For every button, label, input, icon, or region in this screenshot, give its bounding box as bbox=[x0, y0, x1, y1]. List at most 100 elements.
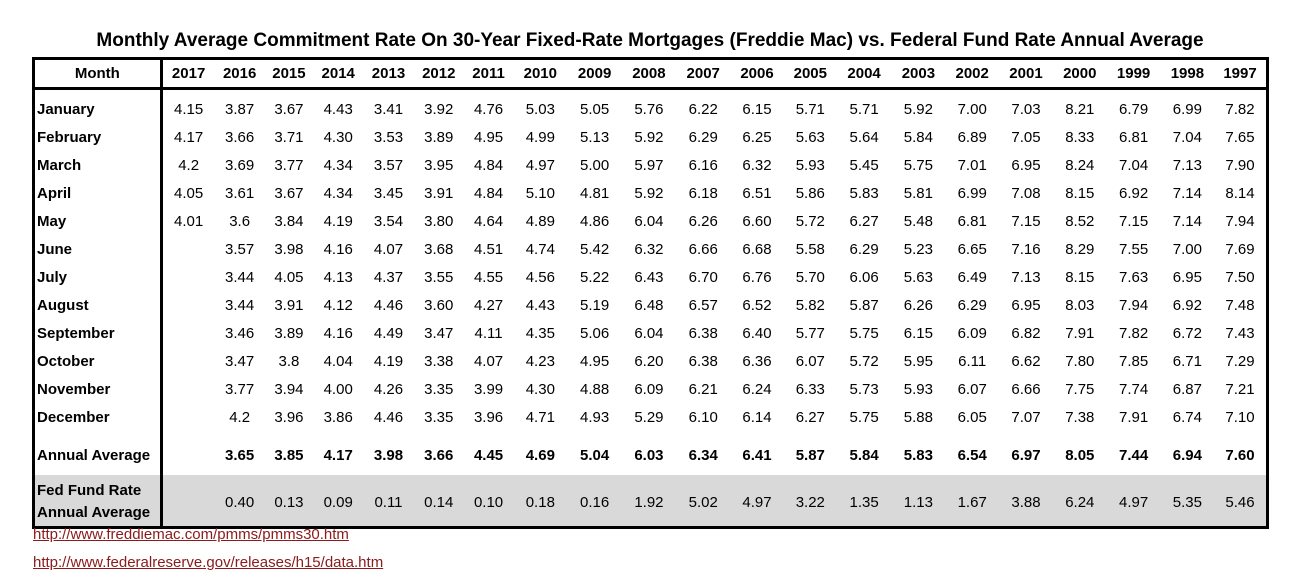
rate-cell: 4.84 bbox=[473, 156, 504, 174]
row-label-line: Fed Fund Rate bbox=[37, 482, 142, 499]
rate-cell: 4.07 bbox=[473, 352, 504, 370]
rate-cell: 0.09 bbox=[313, 475, 364, 528]
rate-cell: 6.15 bbox=[903, 324, 933, 342]
rate-cell: 4.34 bbox=[323, 184, 353, 202]
rate-cell: 3.61 bbox=[225, 184, 255, 202]
year-header: 2003 bbox=[891, 58, 946, 90]
rate-cell: 3.99 bbox=[473, 380, 504, 398]
rate-cell: 5.87 bbox=[795, 446, 825, 464]
rate-cell: 6.20 bbox=[634, 352, 664, 370]
rate-cell: 6.82 bbox=[1011, 324, 1041, 342]
month-row: September 3.46 3.89 4.16 4.49 3.47 4.11 4.35 5.0… bbox=[33, 319, 1268, 347]
month-row: February 4.17 3.66 3.71 4.30 3.53 3.89 4.95 4.99… bbox=[33, 123, 1268, 151]
rate-cell: 7.00 bbox=[957, 100, 987, 118]
year-header: 2007 bbox=[676, 58, 731, 90]
month-row: May 4.01 3.6 3.84 4.19 3.54 3.80 4.64 4.89 4.86 6.… bbox=[33, 207, 1268, 235]
rate-cell: 3.44 bbox=[225, 268, 255, 286]
rate-cell: 0.13 bbox=[264, 475, 314, 528]
rate-cell: 5.76 bbox=[634, 100, 664, 118]
rate-cell: 5.29 bbox=[634, 408, 664, 426]
rate-cell: 6.06 bbox=[849, 268, 879, 286]
year-header: 2011 bbox=[463, 58, 514, 90]
federalreserve-link[interactable]: http://www.federalreserve.gov/releases/h… bbox=[33, 554, 384, 571]
rate-cell: 3.80 bbox=[424, 212, 454, 230]
rate-cell: 3.45 bbox=[373, 184, 404, 202]
rate-cell: 6.81 bbox=[1118, 128, 1149, 146]
rate-cell: 4.04 bbox=[323, 352, 353, 370]
row-label: March bbox=[33, 151, 163, 179]
rate-cell: 7.13 bbox=[1172, 156, 1202, 174]
freddiemac-link[interactable]: http://www.freddiemac.com/pmms/pmms30.ht… bbox=[33, 526, 349, 543]
rate-cell: 5.35 bbox=[1160, 475, 1215, 528]
year-header: 2005 bbox=[783, 58, 837, 90]
rate-cell bbox=[161, 291, 214, 319]
rate-cell: 3.77 bbox=[274, 156, 304, 174]
rate-cell: 3.35 bbox=[424, 380, 454, 398]
rate-cell: 6.15 bbox=[742, 100, 772, 118]
rate-cell: 3.96 bbox=[274, 408, 304, 426]
rate-cell: 6.34 bbox=[688, 446, 718, 464]
rate-cell: 3.91 bbox=[424, 184, 454, 202]
rate-cell: 4.35 bbox=[525, 324, 555, 342]
rate-cell: 6.92 bbox=[1172, 296, 1202, 314]
rate-cell: 7.94 bbox=[1225, 212, 1255, 230]
rate-cell bbox=[161, 431, 214, 475]
rate-cell: 8.05 bbox=[1065, 446, 1095, 464]
rate-cell: 7.91 bbox=[1065, 324, 1095, 342]
rate-cell: 7.04 bbox=[1118, 156, 1149, 174]
rate-cell: 4.13 bbox=[323, 268, 353, 286]
rate-cell: 4.37 bbox=[373, 268, 404, 286]
rate-cell: 5.75 bbox=[849, 324, 879, 342]
rate-cell: 3.67 bbox=[274, 100, 304, 118]
month-header: Month bbox=[33, 58, 163, 90]
rate-cell: 5.70 bbox=[795, 268, 825, 286]
rate-cell: 5.58 bbox=[795, 240, 825, 258]
rate-cell: 3.66 bbox=[424, 446, 454, 464]
rate-cell: 3.92 bbox=[424, 100, 454, 118]
rate-cell: 3.85 bbox=[274, 446, 304, 464]
row-label: Annual Average bbox=[33, 431, 163, 475]
rate-cell: 6.04 bbox=[634, 212, 664, 230]
rate-cell: 3.53 bbox=[373, 128, 404, 146]
rate-cell: 5.04 bbox=[580, 446, 610, 464]
rate-cell: 7.65 bbox=[1225, 128, 1255, 146]
rate-cell: 6.14 bbox=[742, 408, 772, 426]
rate-cell: 7.15 bbox=[1011, 212, 1041, 230]
rate-cell: 5.93 bbox=[795, 156, 825, 174]
rate-cell: 3.77 bbox=[225, 380, 255, 398]
rate-cell: 3.35 bbox=[424, 408, 454, 426]
rate-cell: 7.00 bbox=[1172, 240, 1202, 258]
header-row: Month 2017 2016 2015 2014 2013 2012 2011 2010 20… bbox=[33, 58, 1268, 90]
year-header: 2016 bbox=[214, 58, 265, 90]
rate-cell: 3.54 bbox=[373, 212, 404, 230]
rate-cell: 5.82 bbox=[795, 296, 825, 314]
fed-fund-rate-row: Fed Fund Rate Annual Average 0.40 0.13 0.09 0… bbox=[33, 475, 1268, 528]
rate-cell: 6.26 bbox=[688, 212, 718, 230]
rate-cell: 6.27 bbox=[795, 408, 825, 426]
rate-cell: 5.71 bbox=[849, 100, 879, 118]
rate-cell: 6.99 bbox=[1172, 100, 1202, 118]
rate-cell: 6.22 bbox=[688, 100, 718, 118]
rate-cell bbox=[161, 475, 215, 528]
rate-cell: 5.02 bbox=[676, 475, 731, 528]
rate-cell: 8.21 bbox=[1065, 100, 1095, 118]
rate-cell: 6.99 bbox=[957, 184, 987, 202]
rate-cell: 4.69 bbox=[525, 446, 555, 464]
rate-cell: 4.51 bbox=[473, 240, 504, 258]
rate-cell: 4.45 bbox=[473, 446, 504, 464]
month-row: November 3.77 3.94 4.00 4.26 3.35 3.99 4.30 4.88… bbox=[33, 375, 1268, 403]
rate-cell: 5.13 bbox=[580, 128, 610, 146]
rate-cell: 6.03 bbox=[634, 446, 664, 464]
rate-cell: 5.05 bbox=[580, 100, 610, 118]
row-label: October bbox=[33, 347, 163, 375]
rate-cell: 6.57 bbox=[688, 296, 718, 314]
rate-cell: 4.23 bbox=[525, 352, 555, 370]
rate-cell: 4.01 bbox=[174, 212, 204, 230]
rate-cell: 5.03 bbox=[525, 100, 555, 118]
rate-cell: 4.97 bbox=[525, 156, 555, 174]
rate-cell: 3.96 bbox=[473, 408, 504, 426]
row-label: November bbox=[33, 375, 163, 403]
year-header: 2008 bbox=[621, 58, 677, 90]
year-header: 2017 bbox=[161, 58, 215, 90]
rate-cell: 8.03 bbox=[1065, 296, 1095, 314]
